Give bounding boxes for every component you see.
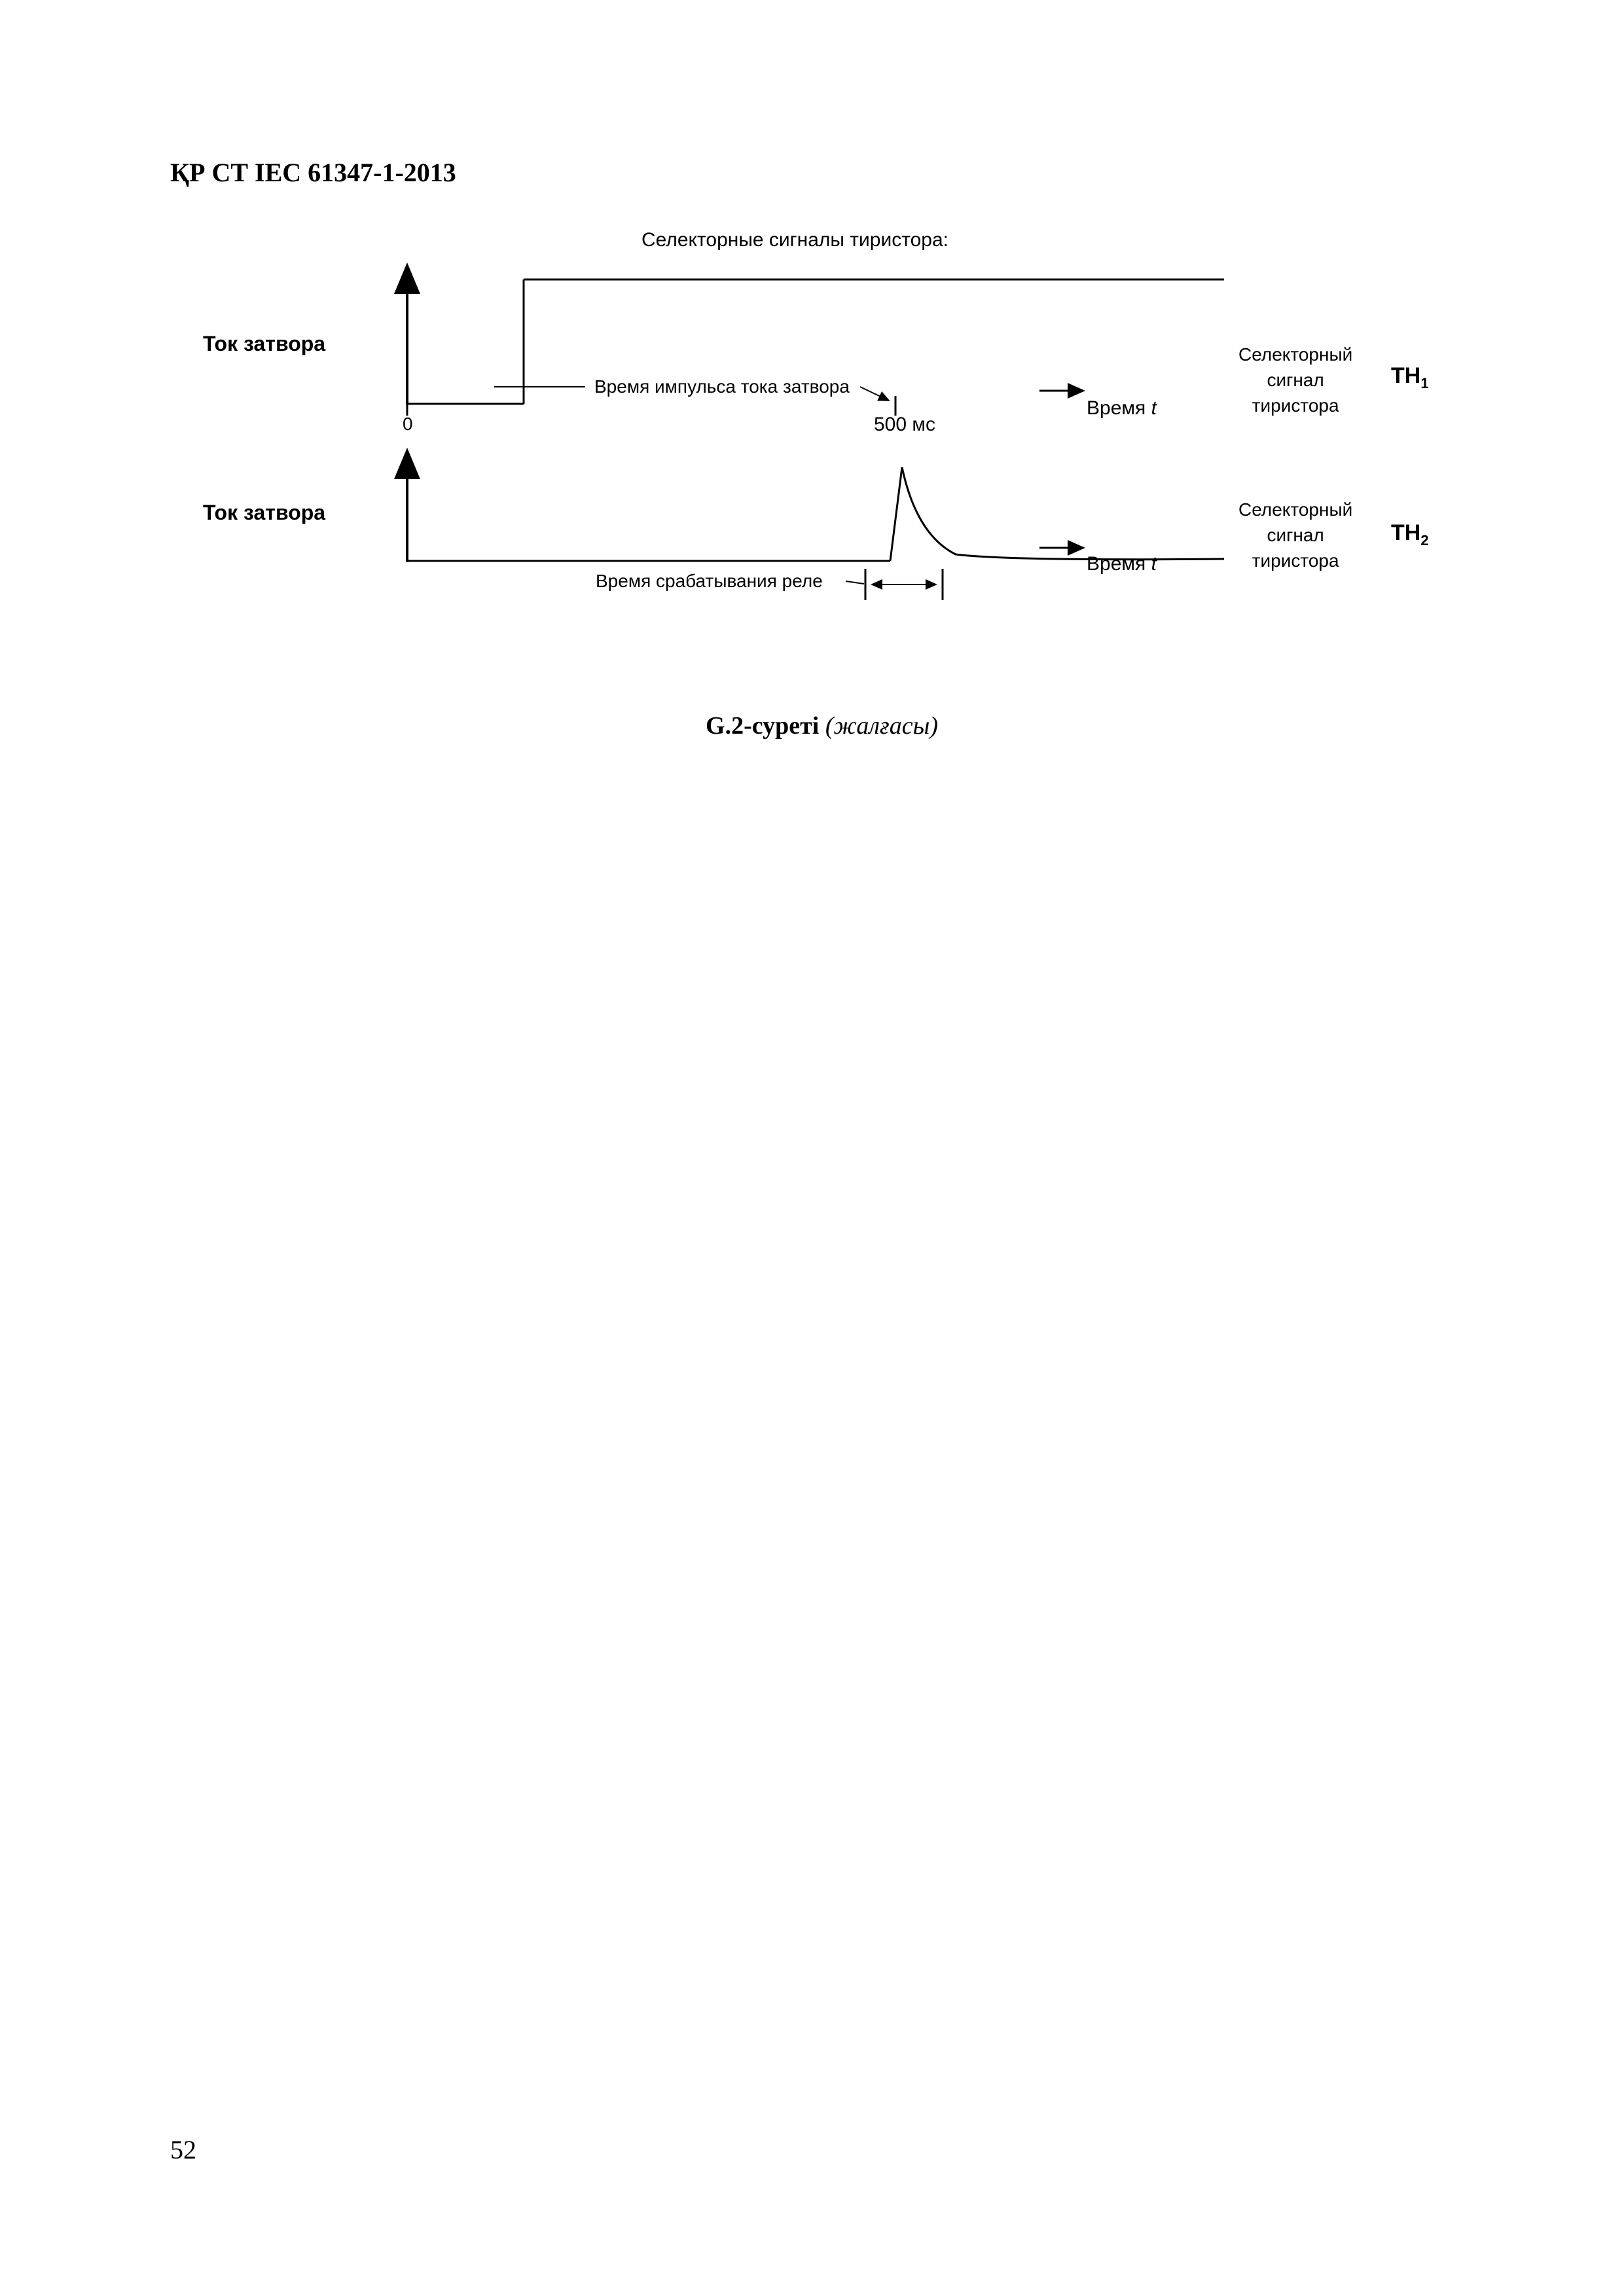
sel2-line2: сигнал [1238,522,1352,548]
pulse-width-label: Время импульса тока затвора [594,376,850,397]
origin-zero: 0 [403,414,413,435]
time-word-th1: Время [1087,397,1146,419]
diagram-container: Селекторные сигналы тиристора: Ток затво… [170,221,1479,659]
document-header: ҚР СТ IEC 61347-1-2013 [170,157,1473,188]
label-500ms: 500 мс [874,414,935,436]
th2-label: TH2 [1391,520,1429,549]
y-label-th2: Ток затвора [203,501,325,525]
y-label-th1: Ток затвора [203,332,325,356]
page-root: ҚР СТ IEC 61347-1-2013 [0,0,1624,2296]
timing-diagram-svg [170,221,1479,659]
th1-sub: 1 [1420,375,1428,391]
selector-block-th1: Селекторный сигнал тиристора [1238,342,1352,419]
sel1-line1: Селекторный [1238,342,1352,367]
th2-sub: 2 [1420,532,1428,548]
sel1-line2: сигнал [1238,367,1352,393]
th1-text: TH [1391,363,1420,388]
time-var-th1: t [1151,397,1157,419]
sel2-line3: тиристора [1238,548,1352,573]
sel2-line1: Селекторный [1238,497,1352,522]
caption-bold: G.2-суреті [706,712,819,740]
time-label-th2: Время t [1087,553,1157,575]
relay-time-label: Время срабатывания реле [596,571,823,592]
th1-label: TH1 [1391,363,1429,392]
time-word-th2: Время [1087,553,1146,575]
time-label-th1: Время t [1087,397,1157,420]
diagram-title: Селекторные сигналы тиристора: [641,229,948,251]
th2-text: TH [1391,520,1420,545]
sel1-line3: тиристора [1238,393,1352,418]
caption-italic: (жалғасы) [825,712,938,740]
selector-block-th2: Селекторный сигнал тиристора [1238,497,1352,574]
time-var-th2: t [1151,553,1157,575]
page-number: 52 [170,2134,196,2165]
figure-caption: G.2-суреті (жалғасы) [170,711,1473,740]
